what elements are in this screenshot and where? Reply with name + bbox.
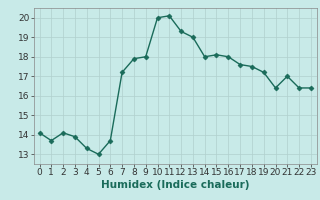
X-axis label: Humidex (Indice chaleur): Humidex (Indice chaleur): [101, 180, 250, 190]
